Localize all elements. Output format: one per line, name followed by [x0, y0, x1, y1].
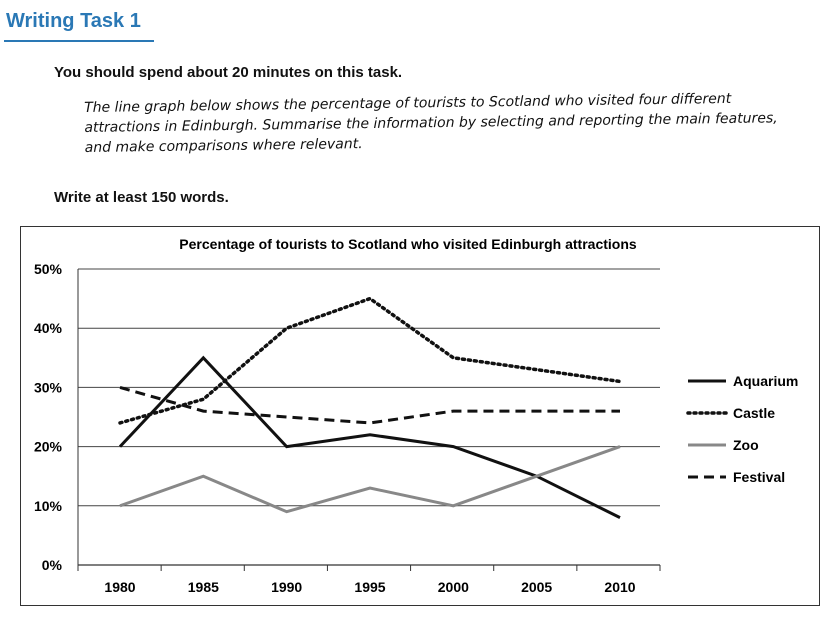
legend-label-festival: Festival	[733, 469, 785, 485]
x-tick-label: 2010	[604, 579, 635, 595]
chart-title: Percentage of tourists to Scotland who v…	[179, 236, 637, 252]
chart-frame	[20, 226, 820, 606]
y-tick-label: 40%	[34, 320, 63, 336]
legend-label-castle: Castle	[733, 405, 775, 421]
series-line-zoo	[119, 445, 621, 514]
series-line-castle	[118, 296, 622, 425]
x-tick-label: 1985	[188, 579, 219, 595]
y-tick-label: 0%	[42, 557, 63, 573]
x-tick-label: 1990	[271, 579, 302, 595]
x-tick-label: 2005	[521, 579, 552, 595]
y-tick-label: 10%	[34, 498, 63, 514]
time-instruction: You should spend about 20 minutes on thi…	[54, 64, 403, 81]
task-heading: Writing Task 1	[6, 10, 141, 32]
x-tick-label: 1995	[354, 579, 385, 595]
series-line-festival	[119, 385, 620, 425]
legend-label-zoo: Zoo	[733, 437, 759, 453]
y-tick-label: 50%	[34, 261, 63, 277]
x-tick-label: 1980	[104, 579, 135, 595]
heading-underline	[4, 40, 154, 42]
legend-label-aquarium: Aquarium	[733, 373, 798, 389]
y-tick-label: 30%	[34, 379, 63, 395]
x-tick-label: 2000	[438, 579, 469, 595]
word-count-instruction: Write at least 150 words.	[54, 189, 229, 206]
series-line-aquarium	[118, 355, 621, 519]
y-tick-label: 20%	[34, 439, 63, 455]
